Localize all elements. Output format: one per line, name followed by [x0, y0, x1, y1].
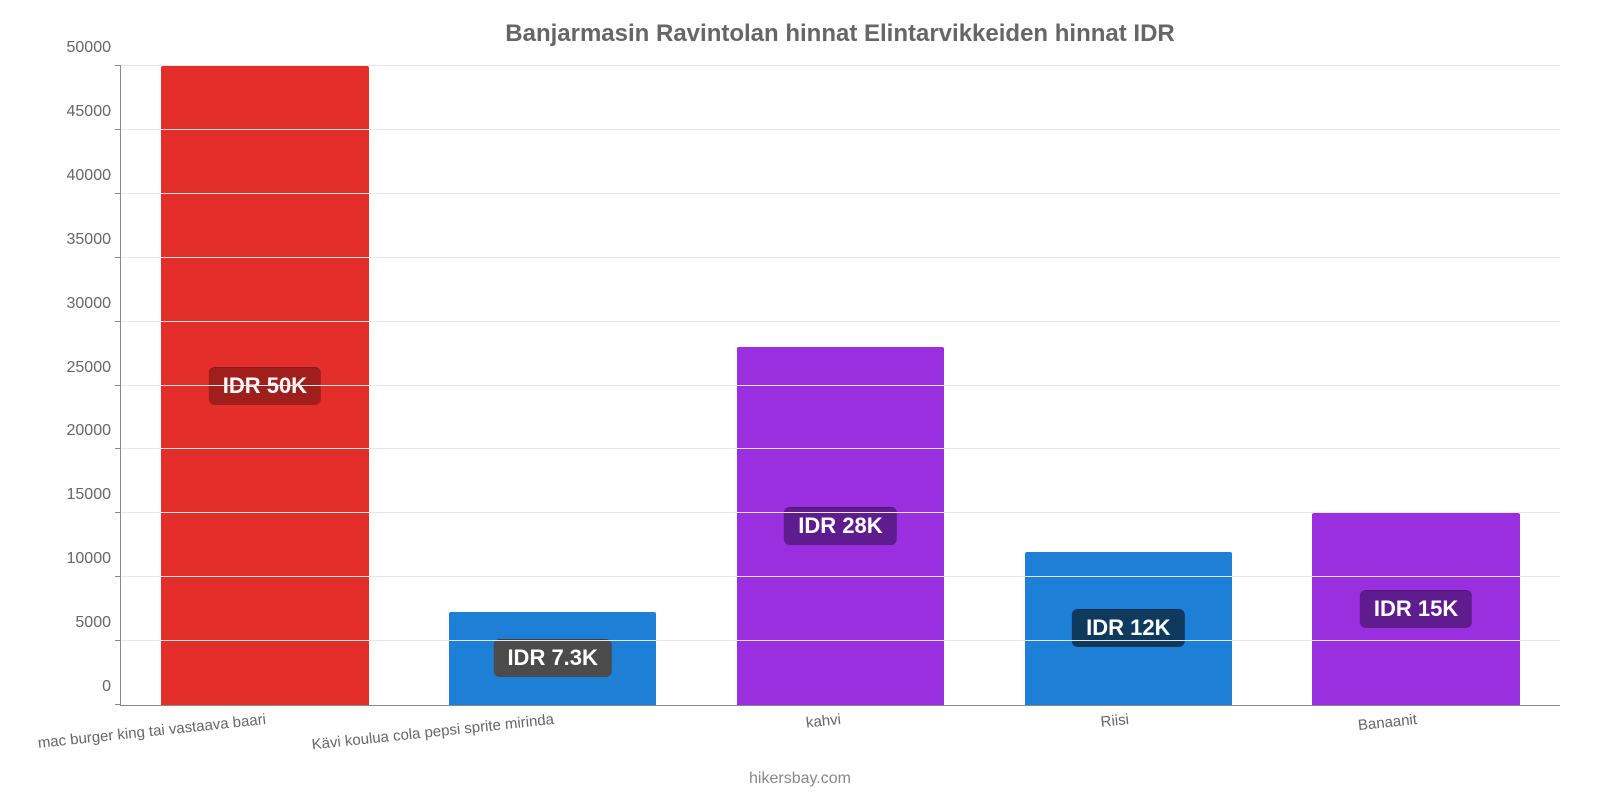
- y-tick-label: 10000: [67, 550, 122, 568]
- y-tick-label: 35000: [67, 231, 122, 249]
- x-tick-label: mac burger king tai vastaava baari: [37, 711, 267, 752]
- bar: IDR 15K: [1312, 513, 1519, 705]
- y-tick-mark: [115, 512, 121, 513]
- y-tick-mark: [115, 385, 121, 386]
- bar-slot: IDR 15KBanaanit: [1272, 66, 1560, 705]
- gridline: [121, 512, 1560, 513]
- bars-group: IDR 50Kmac burger king tai vastaava baar…: [121, 66, 1560, 705]
- y-tick-mark: [115, 448, 121, 449]
- y-tick-label: 15000: [67, 486, 122, 504]
- chart-footer: hikersbay.com: [0, 770, 1600, 788]
- y-tick-label: 20000: [67, 422, 122, 440]
- y-tick-label: 30000: [67, 295, 122, 313]
- gridline: [121, 321, 1560, 322]
- y-tick-label: 50000: [67, 39, 122, 57]
- y-tick-mark: [115, 576, 121, 577]
- y-tick-mark: [115, 704, 121, 705]
- gridline: [121, 65, 1560, 66]
- bar: IDR 12K: [1025, 552, 1232, 705]
- bar: IDR 28K: [737, 347, 944, 705]
- x-tick-label: Banaanit: [1357, 711, 1418, 734]
- gridline: [121, 640, 1560, 641]
- y-tick-label: 45000: [67, 103, 122, 121]
- gridline: [121, 129, 1560, 130]
- x-tick-label: Kävi koulua cola pepsi sprite mirinda: [311, 711, 555, 753]
- bar-slot: IDR 7.3KKävi koulua cola pepsi sprite mi…: [409, 66, 697, 705]
- y-tick-label: 25000: [67, 359, 122, 377]
- gridline: [121, 576, 1560, 577]
- bar: IDR 50K: [161, 66, 368, 705]
- chart-title: Banjarmasin Ravintolan hinnat Elintarvik…: [120, 20, 1560, 48]
- y-tick-mark: [115, 193, 121, 194]
- y-tick-label: 0: [102, 678, 121, 696]
- bar-value-badge: IDR 12K: [1072, 609, 1184, 647]
- y-tick-mark: [115, 129, 121, 130]
- gridline: [121, 257, 1560, 258]
- y-tick-label: 5000: [75, 614, 121, 632]
- bar-slot: IDR 12KRiisi: [984, 66, 1272, 705]
- bar-slot: IDR 28Kkahvi: [697, 66, 985, 705]
- bar-slot: IDR 50Kmac burger king tai vastaava baar…: [121, 66, 409, 705]
- bar-value-badge: IDR 7.3K: [493, 639, 611, 677]
- gridline: [121, 448, 1560, 449]
- y-tick-mark: [115, 640, 121, 641]
- bar: IDR 7.3K: [449, 612, 656, 705]
- gridline: [121, 193, 1560, 194]
- y-tick-label: 40000: [67, 167, 122, 185]
- gridline: [121, 385, 1560, 386]
- bar-value-badge: IDR 50K: [209, 367, 321, 405]
- bar-value-badge: IDR 15K: [1360, 590, 1472, 628]
- y-tick-mark: [115, 321, 121, 322]
- chart-container: Banjarmasin Ravintolan hinnat Elintarvik…: [0, 0, 1600, 800]
- x-tick-label: Riisi: [1100, 711, 1130, 731]
- x-tick-label: kahvi: [806, 711, 843, 732]
- y-tick-mark: [115, 257, 121, 258]
- plot-area: IDR 50Kmac burger king tai vastaava baar…: [120, 66, 1560, 706]
- y-tick-mark: [115, 65, 121, 66]
